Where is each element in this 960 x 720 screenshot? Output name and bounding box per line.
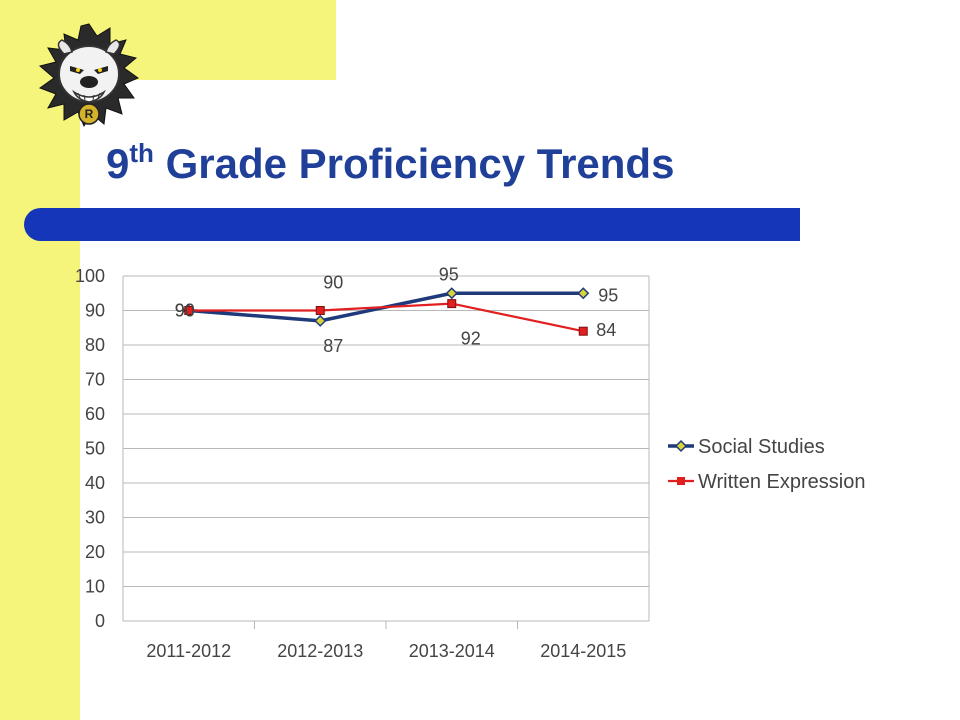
- data-label: 87: [323, 336, 343, 356]
- legend-label: Written Expression: [698, 471, 865, 493]
- series-line: [188, 302, 584, 333]
- data-label: 92: [461, 329, 481, 349]
- data-point-marker: [577, 287, 590, 300]
- page-title: 9th Grade Proficiency Trends: [106, 138, 675, 188]
- data-point-marker: [315, 306, 325, 315]
- y-tick-label: 30: [85, 508, 105, 528]
- title-underline-bar: [24, 208, 800, 241]
- accent-sidebar: [0, 0, 80, 720]
- bulldog-mascot-icon: R: [34, 22, 144, 132]
- data-point-marker: [184, 306, 194, 315]
- chart-gridlines: [122, 275, 650, 629]
- y-tick-label: 20: [85, 542, 105, 562]
- proficiency-line-chart: 0 10 20 30 40 50 60 70 80 90 100 2011-2012 2012-201…: [75, 264, 866, 661]
- title-number: 9: [106, 140, 130, 187]
- data-point-marker: [578, 326, 588, 336]
- data-label: 95: [439, 264, 459, 284]
- legend-marker: [677, 477, 685, 485]
- chart-legend: Social Studies Written Expression: [668, 436, 865, 493]
- y-tick-label: 60: [85, 404, 105, 424]
- data-label: 90: [323, 273, 343, 293]
- y-tick-label: 50: [85, 439, 105, 459]
- title-ordinal-suffix: th: [129, 138, 154, 168]
- chart-series-lines: [182, 287, 590, 336]
- y-tick-label: 80: [85, 335, 105, 355]
- y-tick-label: 40: [85, 473, 105, 493]
- legend-marker: [674, 439, 688, 453]
- y-tick-label: 70: [85, 370, 105, 390]
- data-label: 90: [175, 301, 195, 321]
- data-label: 95: [598, 285, 618, 305]
- y-tick-label: 90: [85, 301, 105, 321]
- data-point-marker: [314, 314, 327, 327]
- y-tick-label: 10: [85, 577, 105, 597]
- data-point-marker: [447, 299, 457, 309]
- x-axis-tick-labels: 2011-2012 2012-2013 2013-2014 2014-2015: [146, 641, 626, 661]
- data-label: 84: [596, 320, 616, 340]
- data-point-marker: [445, 287, 458, 300]
- x-tick-label: 2013-2014: [409, 641, 495, 661]
- emblem-letter: R: [85, 107, 94, 121]
- legend-label: Social Studies: [698, 436, 825, 458]
- x-tick-label: 2012-2013: [277, 641, 363, 661]
- x-tick-label: 2014-2015: [540, 641, 626, 661]
- y-tick-label: 100: [75, 266, 105, 286]
- x-tick-label: 2011-2012: [146, 641, 231, 661]
- title-text: Grade Proficiency Trends: [153, 140, 675, 187]
- y-tick-label: 0: [95, 611, 105, 631]
- data-label: 90: [175, 301, 195, 321]
- y-axis-tick-labels: 0 10 20 30 40 50 60 70 80 90 100: [75, 266, 105, 631]
